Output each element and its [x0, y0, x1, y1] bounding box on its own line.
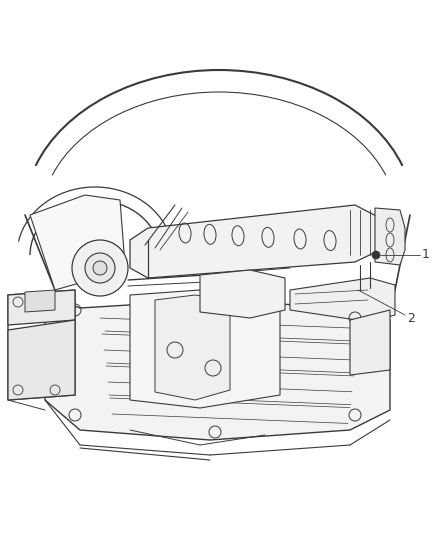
Polygon shape: [148, 225, 290, 272]
Polygon shape: [200, 270, 285, 318]
Polygon shape: [155, 295, 230, 400]
Text: 1: 1: [422, 248, 430, 262]
Ellipse shape: [93, 261, 107, 275]
Polygon shape: [8, 320, 75, 400]
Polygon shape: [25, 290, 55, 312]
Ellipse shape: [372, 251, 380, 259]
Text: 2: 2: [407, 311, 415, 325]
Polygon shape: [290, 278, 395, 322]
Ellipse shape: [72, 240, 128, 296]
Polygon shape: [130, 205, 380, 278]
Polygon shape: [375, 208, 405, 265]
Polygon shape: [45, 295, 390, 440]
Polygon shape: [8, 290, 75, 325]
Ellipse shape: [85, 253, 115, 283]
Polygon shape: [130, 290, 280, 408]
Polygon shape: [350, 310, 390, 375]
Polygon shape: [30, 195, 125, 290]
